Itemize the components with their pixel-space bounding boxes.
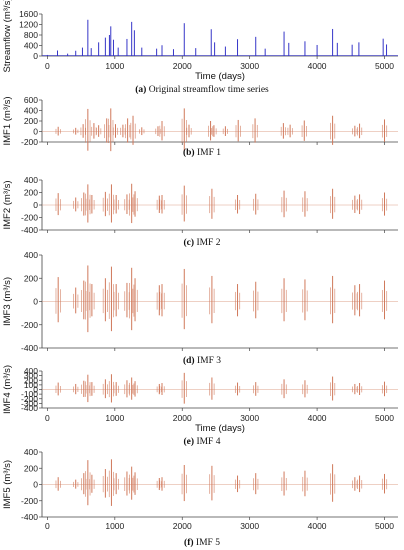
caption-letter: (d)	[183, 355, 195, 366]
x-tick-label: 2000	[173, 61, 192, 71]
caption-letter: (b)	[183, 147, 195, 158]
y-tick-label: 200	[24, 463, 38, 473]
panel-caption: (d) IMF 3	[183, 355, 221, 366]
panel-caption: (b) IMF 1	[183, 147, 221, 158]
y-tick-label: -200	[21, 496, 38, 506]
caption-letter: (a)	[135, 84, 146, 95]
y-axis-label: IMF3 (m³/s)	[2, 277, 13, 326]
x-tick-label: 3000	[240, 521, 259, 531]
panel-caption: (e) IMF 4	[184, 436, 221, 447]
y-tick-label: 400	[24, 41, 38, 51]
y-axis-label: IMF5 (m³/s)	[2, 460, 13, 509]
chart-panel-4: -400 -200 0 200 400 IMF3 (m³/s) (d) IMF 3	[2, 250, 398, 366]
caption-text: IMF 2	[194, 238, 221, 248]
y-axis-label: IMF2 (m³/s)	[2, 180, 13, 229]
panel-caption: (a) Original streamflow time series	[135, 84, 269, 95]
caption-text: Original streamflow time series	[146, 84, 269, 95]
y-tick-label: -400	[21, 343, 38, 353]
x-tick-label: 4000	[308, 61, 327, 71]
y-tick-label: 200	[24, 375, 38, 385]
caption-text: IMF 1	[195, 148, 222, 158]
panel-caption: (c) IMF 2	[184, 237, 221, 248]
y-tick-label: 800	[24, 30, 38, 40]
y-axis-label: IMF1 (m³/s)	[2, 96, 13, 145]
y-tick-label: 0	[33, 200, 38, 210]
y-tick-label: 0	[33, 51, 38, 61]
caption-text: IMF 5	[194, 538, 221, 548]
y-tick-label: 0	[33, 480, 38, 490]
y-tick-label: -200	[21, 394, 38, 404]
y-tick-label: 400	[24, 250, 38, 260]
x-tick-label: 2000	[173, 521, 192, 531]
x-axis-label: Time (days)	[195, 71, 245, 82]
x-tick-label: 5000	[375, 521, 394, 531]
x-tick-label: 1000	[105, 61, 124, 71]
y-tick-label: 400	[24, 366, 38, 376]
x-tick-label: 0	[45, 521, 50, 531]
y-tick-label: -200	[21, 320, 38, 330]
caption-text: IMF 3	[195, 356, 222, 366]
x-tick-label: 5000	[375, 61, 394, 71]
x-axis-label: Time (days)	[195, 423, 245, 434]
y-tick-label: 200	[24, 273, 38, 283]
x-tick-label: 3000	[240, 61, 259, 71]
y-tick-label: 1200	[19, 20, 38, 30]
y-tick-label: 400	[24, 175, 38, 185]
y-tick-label: 400	[24, 106, 38, 116]
x-tick-label: 5000	[375, 413, 394, 423]
y-tick-label: 600	[24, 95, 38, 105]
y-tick-label: -200	[21, 213, 38, 223]
y-tick-label: -200	[21, 137, 38, 147]
caption-letter: (c)	[184, 237, 195, 248]
x-tick-label: 3000	[240, 413, 259, 423]
y-tick-label: 400	[24, 447, 38, 457]
y-tick-label: -400	[21, 512, 38, 522]
y-tick-label: -400	[21, 225, 38, 235]
y-axis-label: IMF4 (m³/s)	[2, 365, 13, 414]
chart-panel-3: -400 -200 0 200 400 IMF2 (m³/s) (c) IMF 2	[2, 175, 398, 248]
y-tick-label: -100	[21, 389, 38, 399]
x-tick-label: 0	[45, 413, 50, 423]
y-tick-label: 0	[33, 297, 38, 307]
y-tick-label: 200	[24, 188, 38, 198]
y-tick-label: 0	[33, 385, 38, 395]
y-tick-label: 1600	[19, 9, 38, 19]
x-tick-label: 1000	[105, 413, 124, 423]
panel-caption: (f) IMF 5	[184, 537, 220, 548]
x-tick-label: 4000	[308, 521, 327, 531]
y-tick-label: 200	[24, 116, 38, 126]
x-tick-label: 0	[45, 61, 50, 71]
caption-letter: (e)	[184, 436, 195, 447]
y-tick-label: -400	[21, 403, 38, 413]
y-tick-label: 300	[24, 371, 38, 381]
caption-text: IMF 4	[194, 437, 221, 447]
y-axis-label: Streamflow (m³/s)	[2, 0, 13, 72]
x-tick-label: 2000	[173, 413, 192, 423]
x-tick-label: 1000	[105, 521, 124, 531]
y-tick-label: 100	[24, 380, 38, 390]
caption-letter: (f)	[184, 537, 194, 548]
y-tick-label: 0	[33, 127, 38, 137]
y-tick-label: -300	[21, 398, 38, 408]
x-tick-label: 4000	[308, 413, 327, 423]
